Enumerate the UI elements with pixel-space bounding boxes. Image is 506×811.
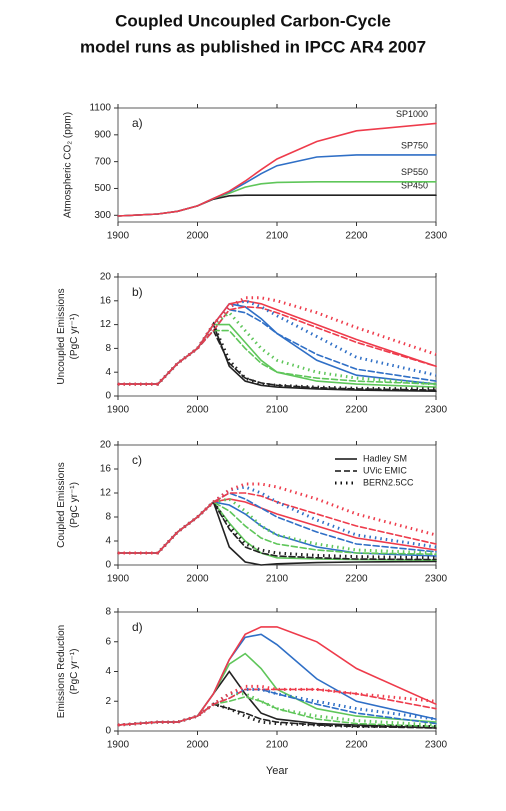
x-tick-label: 2300 <box>425 740 448 751</box>
series-label: SP750 <box>401 140 428 150</box>
series-line <box>118 499 437 560</box>
x-tick-label: 2200 <box>345 405 368 416</box>
series-label: SP1000 <box>396 109 428 119</box>
series-line <box>118 296 437 386</box>
x-tick-label: 1900 <box>107 574 130 585</box>
y-tick-label: 900 <box>94 129 111 140</box>
x-tick-label: 2200 <box>345 231 368 242</box>
series-line <box>117 154 437 217</box>
y-tick-label: 20 <box>100 440 112 451</box>
x-tick-label: 2000 <box>186 574 209 585</box>
x-tick-label: 2100 <box>266 405 289 416</box>
y-tick-label: 0 <box>105 726 111 737</box>
series-line <box>117 500 437 561</box>
y-axis-label: (PgC yr⁻¹) <box>69 649 80 695</box>
y-tick-label: 16 <box>100 464 112 475</box>
series-line <box>118 321 437 391</box>
series-label: SP550 <box>401 167 428 177</box>
x-tick-label: 2000 <box>186 405 209 416</box>
series-line <box>117 702 436 728</box>
panel-label: b) <box>132 285 143 299</box>
y-tick-label: 300 <box>94 210 111 221</box>
panel-label: d) <box>132 620 143 634</box>
x-axis-label: Year <box>266 765 289 777</box>
legend-label: Hadley SM <box>363 453 407 463</box>
series-line <box>117 322 437 392</box>
x-tick-label: 1900 <box>107 740 130 751</box>
y-tick-label: 4 <box>105 666 111 677</box>
series-line <box>117 492 437 554</box>
x-tick-label: 1900 <box>107 231 130 242</box>
x-tick-label: 2300 <box>425 574 448 585</box>
series-line <box>117 122 437 217</box>
x-tick-label: 2200 <box>345 574 368 585</box>
x-tick-label: 2100 <box>266 231 289 242</box>
series-line <box>117 181 437 217</box>
series-label: SP450 <box>401 181 428 191</box>
y-tick-label: 12 <box>100 488 112 499</box>
series-line <box>117 684 437 727</box>
y-tick-label: 1100 <box>89 103 111 114</box>
y-tick-label: 2 <box>105 696 111 707</box>
series-line <box>117 626 437 726</box>
y-tick-label: 500 <box>94 183 111 194</box>
y-tick-label: 4 <box>105 367 111 378</box>
y-tick-label: 8 <box>105 607 111 618</box>
y-tick-label: 16 <box>100 295 112 306</box>
series-line <box>117 305 437 385</box>
y-tick-label: 4 <box>105 536 111 547</box>
y-tick-label: 8 <box>105 343 111 354</box>
y-axis-label: (PgC yr⁻¹) <box>69 314 80 360</box>
y-tick-label: 12 <box>100 319 112 330</box>
x-tick-label: 2000 <box>186 231 209 242</box>
y-axis-label: (PgC yr⁻¹) <box>69 482 80 528</box>
x-tick-label: 2200 <box>345 740 368 751</box>
y-tick-label: 6 <box>105 636 111 647</box>
y-tick-label: 0 <box>105 560 111 571</box>
legend-label: BERN2.5CC <box>363 477 414 487</box>
title-line: Coupled Uncoupled Carbon-Cycle <box>115 11 391 30</box>
panel-label: c) <box>132 453 142 467</box>
legend-label: UVic EMIC <box>363 465 407 475</box>
y-tick-label: 0 <box>105 391 111 402</box>
series-line <box>118 482 437 555</box>
y-axis-label: Atmospheric CO₂ (ppm) <box>63 112 74 218</box>
x-tick-label: 2100 <box>266 574 289 585</box>
x-tick-label: 2300 <box>425 405 448 416</box>
y-axis-label: Emissions Reduction <box>56 625 67 718</box>
y-tick-label: 20 <box>100 272 112 283</box>
y-axis-label: Coupled Emissions <box>56 462 67 548</box>
y-tick-label: 700 <box>94 156 111 167</box>
y-tick-label: 8 <box>105 512 111 523</box>
panel-label: a) <box>132 116 143 130</box>
x-tick-label: 2300 <box>425 231 448 242</box>
x-tick-label: 1900 <box>107 405 130 416</box>
series-line <box>117 501 437 557</box>
series-line <box>117 500 437 561</box>
y-axis-label: Uncoupled Emissions <box>56 288 67 384</box>
x-tick-label: 2100 <box>266 740 289 751</box>
title-line: model runs as published in IPCC AR4 2007 <box>80 37 426 56</box>
x-tick-label: 2000 <box>186 740 209 751</box>
